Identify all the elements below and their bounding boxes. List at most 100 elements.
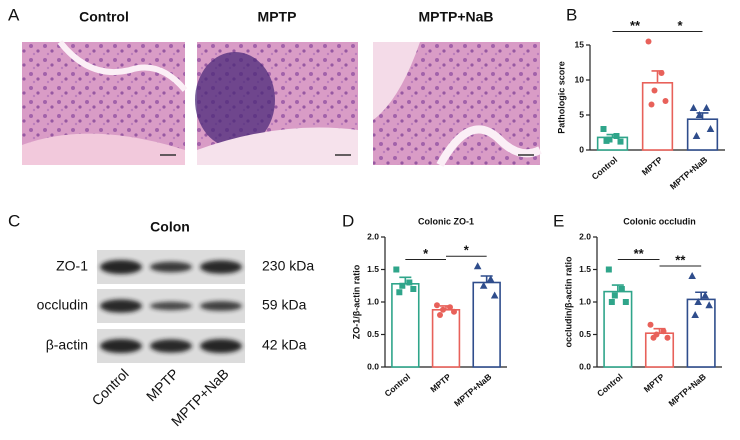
data-point bbox=[648, 101, 655, 108]
data-point bbox=[658, 70, 665, 76]
y-tick-label: 0.0 bbox=[367, 361, 379, 371]
bar-chart: E Colonic occludin occludin/β-actin ratio 0… bbox=[553, 211, 722, 409]
data-point bbox=[645, 38, 652, 45]
protein-label: ZO-1 bbox=[56, 258, 88, 274]
data-point bbox=[605, 266, 612, 273]
data-point bbox=[447, 304, 453, 311]
panel-label: A bbox=[8, 5, 20, 24]
data-point bbox=[399, 282, 406, 289]
muscle-layer bbox=[373, 42, 420, 120]
bar bbox=[431, 308, 461, 368]
histology-image bbox=[22, 40, 188, 165]
panel-label: C bbox=[8, 211, 20, 230]
protein-label: occludin bbox=[37, 297, 88, 313]
data-point bbox=[613, 133, 620, 139]
significance-label: * bbox=[677, 18, 683, 33]
data-point bbox=[694, 298, 702, 305]
x-tick-label: Control bbox=[382, 372, 412, 399]
panel-label: D bbox=[342, 211, 354, 230]
error-bar bbox=[399, 276, 412, 284]
data-point bbox=[473, 262, 482, 270]
bar bbox=[641, 82, 674, 151]
data-point bbox=[486, 275, 495, 283]
data-point bbox=[617, 138, 624, 145]
x-tick-label: MPTP bbox=[428, 371, 453, 394]
y-tick-label: 1.0 bbox=[367, 296, 379, 306]
chart-title: Colonic occludin bbox=[623, 216, 696, 226]
significance-label: * bbox=[464, 243, 470, 258]
panel-c: C Colon ZO-1 230 kDa occludin 59 kDa β-actin… bbox=[8, 211, 314, 429]
x-tick-label: MPTP+NaB bbox=[668, 155, 709, 192]
data-point bbox=[647, 321, 654, 328]
muscle-layer bbox=[22, 133, 185, 165]
y-tick-label: 15 bbox=[575, 39, 585, 49]
lymphoid-follicle bbox=[195, 52, 275, 148]
blot-band bbox=[200, 301, 242, 311]
blot-band bbox=[150, 339, 192, 353]
data-point bbox=[490, 291, 499, 299]
blot-band bbox=[150, 301, 192, 311]
y-tick-label: 2.0 bbox=[367, 231, 379, 241]
data-point bbox=[393, 266, 400, 273]
y-tick-label: 1.0 bbox=[579, 296, 591, 306]
image-caption: MPTP bbox=[258, 9, 297, 25]
data-point bbox=[618, 286, 625, 292]
y-tick-label: 10 bbox=[575, 74, 585, 84]
data-point bbox=[651, 87, 658, 94]
significance-label: * bbox=[423, 246, 429, 261]
y-axis-label: Pathologic score bbox=[556, 61, 566, 134]
significance-label: ** bbox=[630, 18, 641, 33]
blot-band bbox=[100, 339, 142, 353]
molecular-weight: 42 kDa bbox=[262, 337, 307, 353]
data-point bbox=[479, 281, 488, 289]
data-point bbox=[688, 272, 696, 279]
panel-label: B bbox=[566, 5, 577, 24]
lumen bbox=[57, 40, 188, 92]
data-point bbox=[451, 308, 457, 315]
blot-band bbox=[100, 260, 142, 274]
bar bbox=[391, 282, 420, 368]
data-point bbox=[396, 289, 403, 296]
blot-band bbox=[200, 339, 242, 353]
lumen bbox=[436, 125, 542, 167]
y-tick-label: 1.5 bbox=[579, 264, 591, 274]
molecular-weight: 59 kDa bbox=[262, 297, 307, 313]
blot-band bbox=[150, 261, 192, 273]
data-point bbox=[622, 299, 629, 305]
image-caption: Control bbox=[79, 9, 129, 25]
y-tick-label: 0.0 bbox=[579, 361, 591, 371]
y-tick-label: 0.5 bbox=[367, 329, 379, 339]
data-point bbox=[406, 279, 413, 286]
data-point bbox=[603, 137, 610, 144]
data-point bbox=[650, 334, 657, 341]
x-tick-label: Control bbox=[595, 372, 625, 399]
data-point bbox=[705, 301, 713, 309]
significance-label: ** bbox=[675, 252, 686, 267]
data-point bbox=[706, 125, 715, 132]
y-tick-label: 2.0 bbox=[579, 231, 591, 241]
data-point bbox=[662, 98, 669, 104]
x-tick-label: MPTP+NaB bbox=[667, 372, 708, 409]
data-point bbox=[611, 292, 618, 299]
bar-chart: D Colonic ZO-1 ZO-1/β-actin ratio 0.0 0.5 1.0… bbox=[342, 211, 507, 409]
bar bbox=[686, 118, 719, 151]
data-point bbox=[695, 111, 704, 118]
panel-label: E bbox=[553, 211, 564, 230]
data-point bbox=[440, 306, 446, 313]
y-axis-label: occludin/β-actin ratio bbox=[563, 256, 573, 348]
data-point bbox=[600, 126, 607, 132]
data-point bbox=[701, 291, 709, 299]
blot-band bbox=[200, 260, 242, 274]
y-axis-label: ZO-1/β-actin ratio bbox=[351, 264, 361, 339]
bar-chart: B Pathologic score 0 5 10 15 Control MPTP MPTP+N… bbox=[556, 5, 725, 192]
blot-title: Colon bbox=[150, 219, 190, 235]
data-point bbox=[691, 311, 699, 318]
data-point bbox=[608, 299, 615, 305]
significance-label: ** bbox=[634, 246, 645, 261]
x-tick-label: Control bbox=[590, 155, 620, 182]
x-tick-label: MPTP bbox=[640, 154, 665, 177]
bar bbox=[686, 298, 716, 368]
chart-title: Colonic ZO-1 bbox=[418, 216, 474, 226]
data-point bbox=[702, 104, 711, 111]
blot-band bbox=[100, 299, 142, 313]
